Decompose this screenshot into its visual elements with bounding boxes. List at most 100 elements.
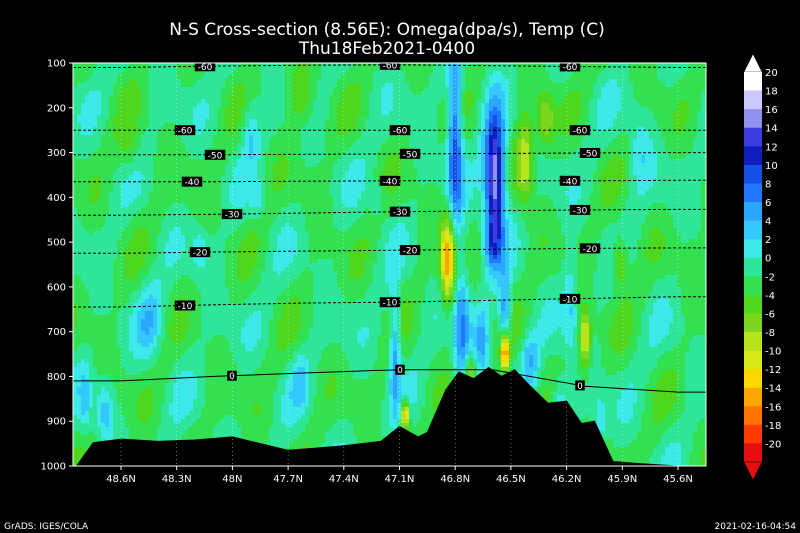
contour-label: -10 [383, 299, 398, 309]
colorbar-label: -18 [765, 421, 781, 432]
y-axis-ticks: 100 200 300 400 500 600 700 800 900 1000 [41, 59, 73, 473]
y-tick-label: 400 [47, 193, 66, 204]
colorbar-label: -6 [765, 309, 775, 320]
colorbar-bottom-arrow [743, 461, 763, 481]
contour-label: -10 [178, 302, 193, 312]
colorbar-swatch [744, 146, 762, 166]
colorbar-label: -12 [765, 365, 781, 376]
colorbar-swatch [744, 127, 762, 147]
colorbar-label: 2 [765, 235, 771, 246]
chart-title: N-S Cross-section (8.56E): Omega(dpa/s),… [169, 20, 605, 40]
x-tick-label: 48N [222, 474, 242, 485]
y-tick-label: 300 [47, 148, 66, 159]
terrain-shape [75, 366, 683, 466]
x-tick-label: 46.8N [440, 474, 470, 485]
x-tick-label: 45.9N [607, 474, 637, 485]
x-tick-label: 48.6N [106, 474, 136, 485]
contour-label: -60 [573, 127, 588, 137]
x-tick-label: 45.6N [663, 474, 693, 485]
contour-label: -20 [193, 249, 208, 259]
contour-label: -60 [198, 63, 213, 73]
colorbar-label: 18 [765, 87, 778, 98]
colorbar-label: -2 [765, 272, 775, 283]
contour-label: -50 [208, 151, 223, 161]
contour-label: -40 [185, 178, 200, 188]
temp-contour [73, 152, 706, 156]
colorbar-label: 10 [765, 161, 778, 172]
colorbar-swatch [744, 239, 762, 259]
y-tick-label: 100 [47, 59, 66, 70]
colorbar-label: -4 [765, 291, 775, 302]
contour-label: -60 [393, 127, 408, 137]
colorbar-swatch [744, 406, 762, 426]
y-tick-label: 500 [47, 238, 66, 249]
colorbar-label: -14 [765, 384, 781, 395]
y-tick-label: 700 [47, 327, 66, 338]
contour-label: -40 [563, 177, 578, 187]
colorbar-swatch [744, 424, 762, 444]
x-tick-label: 47.1N [385, 474, 415, 485]
contour-label: 0 [229, 372, 235, 382]
colorbar-swatch [744, 369, 762, 389]
contour-label: 0 [577, 382, 583, 392]
colorbar-label: 6 [765, 198, 771, 209]
colorbar-label: 0 [765, 254, 771, 265]
colorbar-label: 4 [765, 217, 771, 228]
colorbar-label: 20 [765, 68, 778, 79]
contour-label: -50 [583, 149, 598, 159]
colorbar-swatch [744, 350, 762, 370]
colorbar-label: -16 [765, 402, 781, 413]
y-tick-label: 600 [47, 282, 66, 293]
temp-contour [73, 247, 706, 254]
colorbar-swatch [744, 387, 762, 407]
footer-right: 2021-02-16-04:54 [715, 522, 797, 532]
colorbar-label: -8 [765, 328, 775, 339]
x-tick-label: 46.2N [552, 474, 582, 485]
colorbar-swatch [744, 202, 762, 221]
y-tick-label: 900 [47, 417, 66, 428]
terrain [75, 366, 683, 466]
colorbar-label: 14 [765, 124, 778, 135]
x-tick-label: 46.5N [496, 474, 526, 485]
colorbar-swatch [744, 443, 762, 463]
colorbar-swatch [744, 313, 762, 333]
colorbar-label: 12 [765, 142, 778, 153]
contour-label: -60 [563, 63, 578, 73]
colorbar-label: -20 [765, 439, 781, 450]
x-tick-label: 47.7N [273, 474, 303, 485]
contour-label: -60 [383, 61, 398, 71]
y-tick-label: 1000 [41, 462, 66, 473]
footer-left: GrADS: IGES/COLA [4, 522, 89, 532]
colorbar-swatch [744, 72, 762, 91]
y-tick-label: 800 [47, 372, 66, 383]
omega-field [73, 63, 706, 466]
contour-label: -40 [383, 177, 398, 187]
colorbar-swatch [744, 183, 762, 203]
contour-label: -30 [573, 206, 588, 216]
colorbar-swatch [744, 276, 762, 296]
contour-label: -20 [583, 245, 598, 255]
plot-frame [72, 62, 707, 467]
colorbar-swatch [744, 294, 762, 314]
x-axis-ticks: 48.6N 48.3N 48N 47.7N 47.4N 47.1N 46.8N 46.5N 46… [106, 466, 693, 485]
colorbar-swatch [744, 164, 762, 184]
colorbar-swatch [744, 90, 762, 110]
colorbar-label: 8 [765, 179, 771, 190]
contour-label: 0 [397, 366, 403, 376]
colorbar-swatch [744, 220, 762, 240]
contour-label: -20 [403, 247, 418, 257]
x-tick-label: 47.4N [329, 474, 359, 485]
y-tick-label: 200 [47, 103, 66, 114]
colorbar: 20181614121086420-2-4-6-8-10-12-14-16-18… [743, 53, 781, 481]
colorbar-label: 16 [765, 105, 778, 116]
contour-label: -10 [563, 295, 578, 305]
chart-subtitle: Thu18Feb2021-0400 [298, 39, 475, 59]
contour-label: -60 [178, 127, 193, 137]
contour-label: -30 [393, 208, 408, 218]
colorbar-swatch [744, 109, 762, 129]
colorbar-swatch [744, 257, 762, 277]
colorbar-swatch [744, 332, 762, 351]
colorbar-label: -10 [765, 347, 781, 358]
contour-label: -50 [403, 150, 418, 160]
